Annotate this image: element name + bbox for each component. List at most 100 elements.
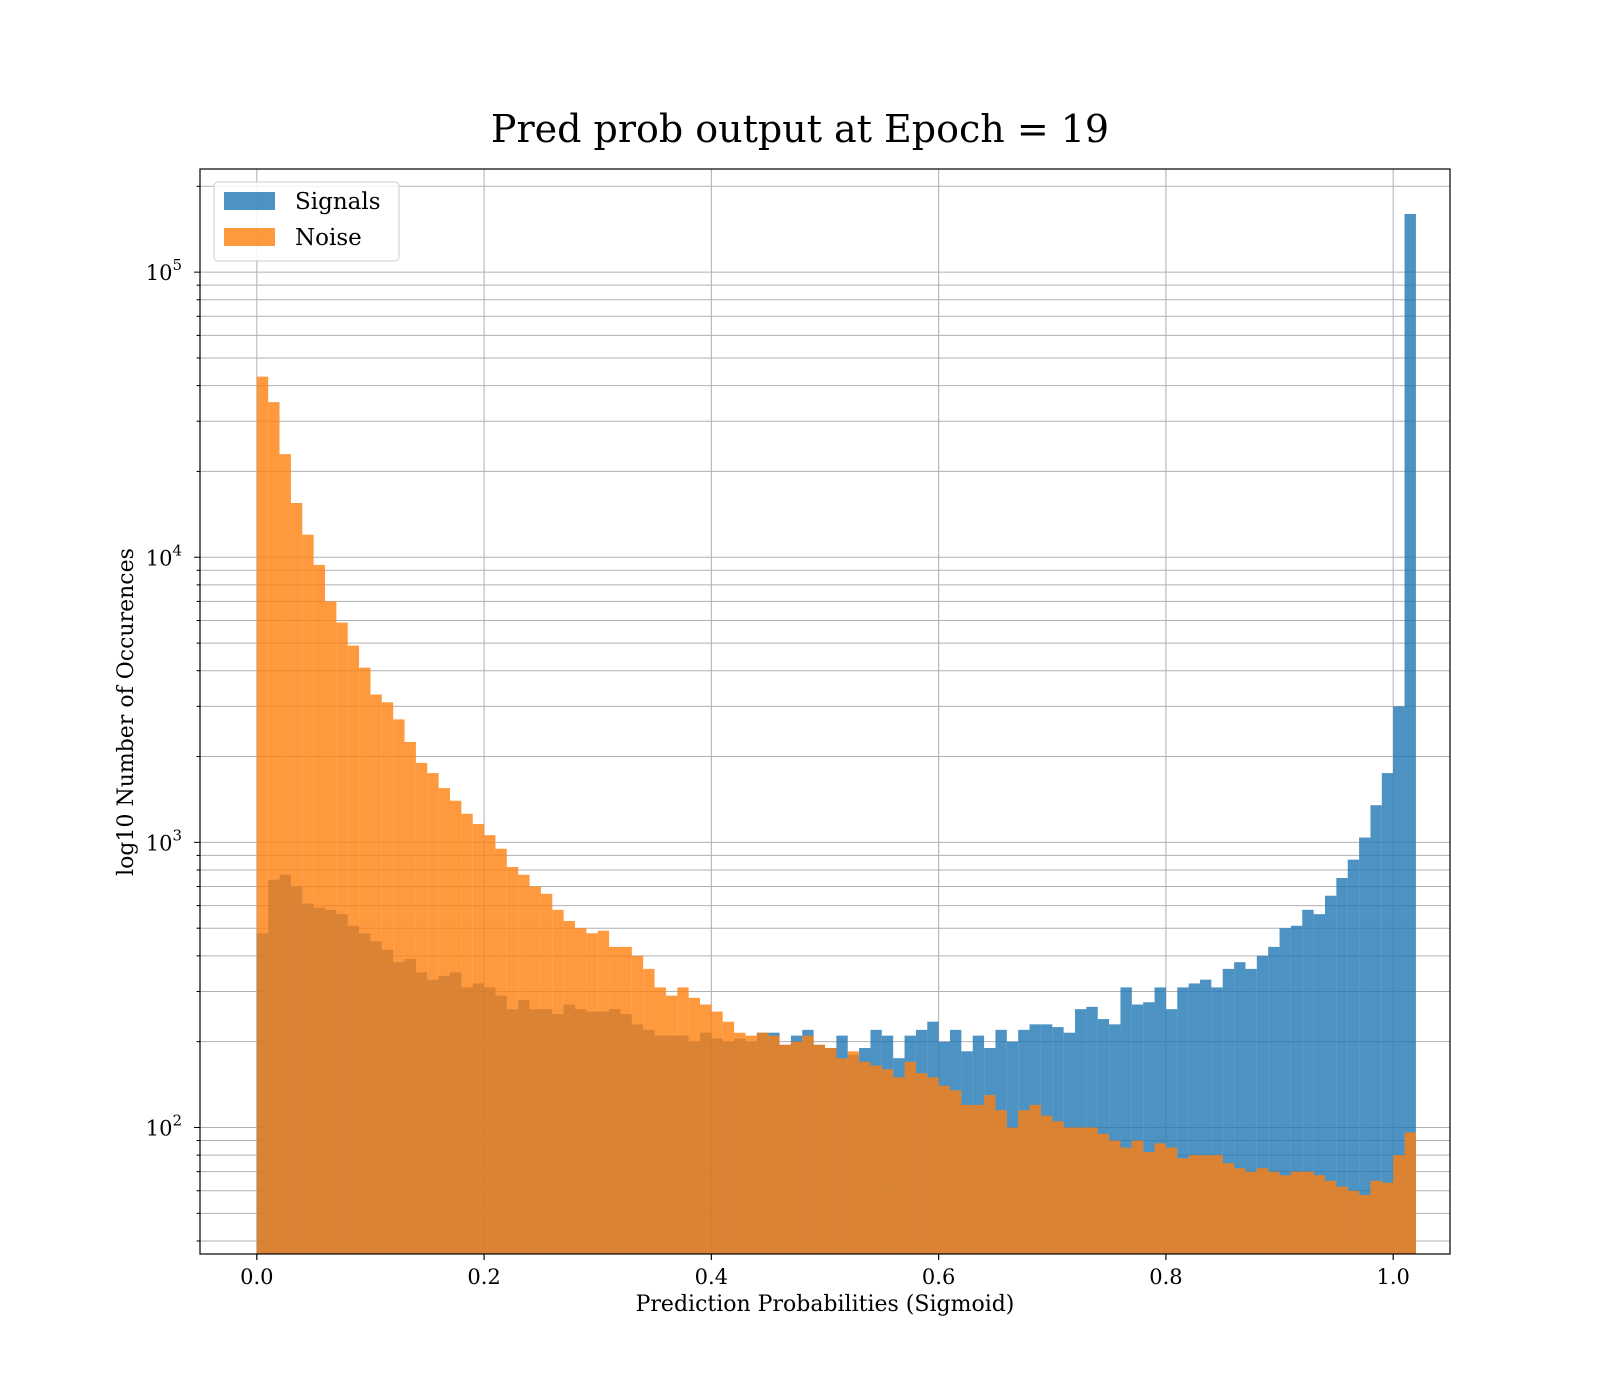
bar-noise <box>484 835 496 1254</box>
bar-noise <box>677 987 689 1254</box>
bar-noise <box>347 645 360 1254</box>
bar-noise <box>563 920 575 1254</box>
bar-noise <box>552 909 564 1254</box>
bar-noise <box>643 968 655 1254</box>
bar-noise <box>972 1104 985 1254</box>
bar-noise <box>802 1035 814 1254</box>
bar-noise <box>279 454 291 1254</box>
x-axis-label: Prediction Probabilities (Sigmoid) <box>636 1292 1015 1317</box>
bar-noise <box>415 762 428 1254</box>
bar-noise <box>665 995 678 1254</box>
bar-noise <box>575 928 587 1254</box>
x-tick-label: 0.8 <box>1149 1265 1182 1289</box>
bar-signals <box>1256 955 1269 1254</box>
bar-signals <box>1165 1009 1178 1254</box>
bar-noise <box>336 622 348 1254</box>
bar-noise <box>950 1090 962 1254</box>
chart-title: Pred prob output at Epoch = 19 <box>491 107 1109 151</box>
bar-noise <box>325 601 337 1254</box>
y-tick-label: 103 <box>146 826 182 855</box>
bar-noise <box>1165 1147 1178 1254</box>
bar-noise <box>1143 1152 1155 1254</box>
bar-noise <box>745 1035 757 1254</box>
bar-signals <box>1131 1004 1144 1254</box>
bar-noise <box>859 1061 871 1254</box>
bar-noise <box>1131 1140 1144 1254</box>
bar-noise <box>654 987 666 1254</box>
bar-noise <box>938 1085 950 1254</box>
bar-noise <box>1040 1115 1053 1254</box>
bar-noise <box>256 376 269 1255</box>
bar-noise <box>881 1069 894 1254</box>
bar-noise <box>1290 1171 1303 1254</box>
bar-noise <box>1256 1168 1269 1254</box>
bar-signals <box>1290 925 1303 1254</box>
bar-noise <box>1325 1180 1337 1254</box>
bar-noise <box>688 997 700 1254</box>
bar-noise <box>1052 1121 1064 1254</box>
bar-noise <box>1347 1190 1360 1254</box>
bar-noise <box>904 1061 916 1254</box>
bar-noise <box>472 823 485 1254</box>
bar-signals <box>1154 987 1166 1254</box>
bar-noise <box>915 1073 928 1254</box>
bars <box>256 213 1416 1255</box>
bar-noise <box>597 930 610 1254</box>
y-axis-label: log10 Number of Occurences <box>114 548 139 876</box>
bar-noise <box>1120 1147 1132 1254</box>
bar-noise <box>1336 1186 1348 1254</box>
bar-noise <box>359 667 371 1254</box>
x-tick-label: 1.0 <box>1376 1265 1409 1289</box>
bar-signals <box>1381 773 1394 1254</box>
bar-signals <box>1279 928 1291 1254</box>
bar-noise <box>609 946 621 1254</box>
legend-swatch-signals <box>224 192 275 210</box>
bar-noise <box>1234 1168 1246 1254</box>
bar-signals <box>1109 1024 1121 1254</box>
bar-signals <box>1245 968 1257 1254</box>
x-tick-label: 0.2 <box>467 1265 500 1289</box>
bar-noise <box>450 800 462 1254</box>
bar-noise <box>1313 1175 1325 1254</box>
bar-noise <box>313 564 325 1254</box>
bar-noise <box>995 1110 1007 1254</box>
bar-noise <box>518 874 530 1254</box>
bar-noise <box>461 813 473 1254</box>
bar-signals <box>1211 987 1223 1254</box>
bar-noise <box>790 1041 803 1254</box>
bar-noise <box>1302 1171 1314 1254</box>
bar-noise <box>734 1032 746 1254</box>
bar-noise <box>620 946 632 1254</box>
x-tick-label: 0.4 <box>695 1265 728 1289</box>
bar-signals <box>1325 895 1337 1254</box>
bar-signals <box>1222 968 1235 1254</box>
bar-noise <box>631 955 644 1254</box>
bar-noise <box>1109 1140 1121 1254</box>
legend-label-signals: Signals <box>295 189 381 215</box>
bar-signals <box>1200 979 1212 1254</box>
bar-noise <box>927 1077 939 1254</box>
bar-noise <box>1279 1175 1291 1254</box>
bar-noise <box>1063 1127 1075 1254</box>
bar-noise <box>722 1021 735 1254</box>
bar-noise <box>495 848 507 1254</box>
bar-noise <box>1097 1133 1110 1254</box>
bar-noise <box>813 1044 825 1254</box>
bar-noise <box>393 719 405 1254</box>
bar-noise <box>1086 1127 1098 1254</box>
bar-signals <box>1188 983 1200 1254</box>
bar-noise <box>779 1044 791 1254</box>
bar-noise <box>836 1058 848 1254</box>
bar-noise <box>370 694 382 1254</box>
bar-signals <box>1404 213 1416 1255</box>
bar-noise <box>438 788 450 1254</box>
bar-signals <box>1359 837 1371 1254</box>
bar-signals <box>1302 909 1314 1254</box>
bar-noise <box>1029 1104 1041 1254</box>
x-axis-ticks: 0.0 0.2 0.4 0.6 0.8 1.0 <box>240 1254 1410 1289</box>
bar-noise <box>1006 1127 1019 1254</box>
bar-noise <box>290 502 303 1255</box>
bar-noise <box>1075 1127 1087 1254</box>
bar-noise <box>1018 1110 1030 1254</box>
